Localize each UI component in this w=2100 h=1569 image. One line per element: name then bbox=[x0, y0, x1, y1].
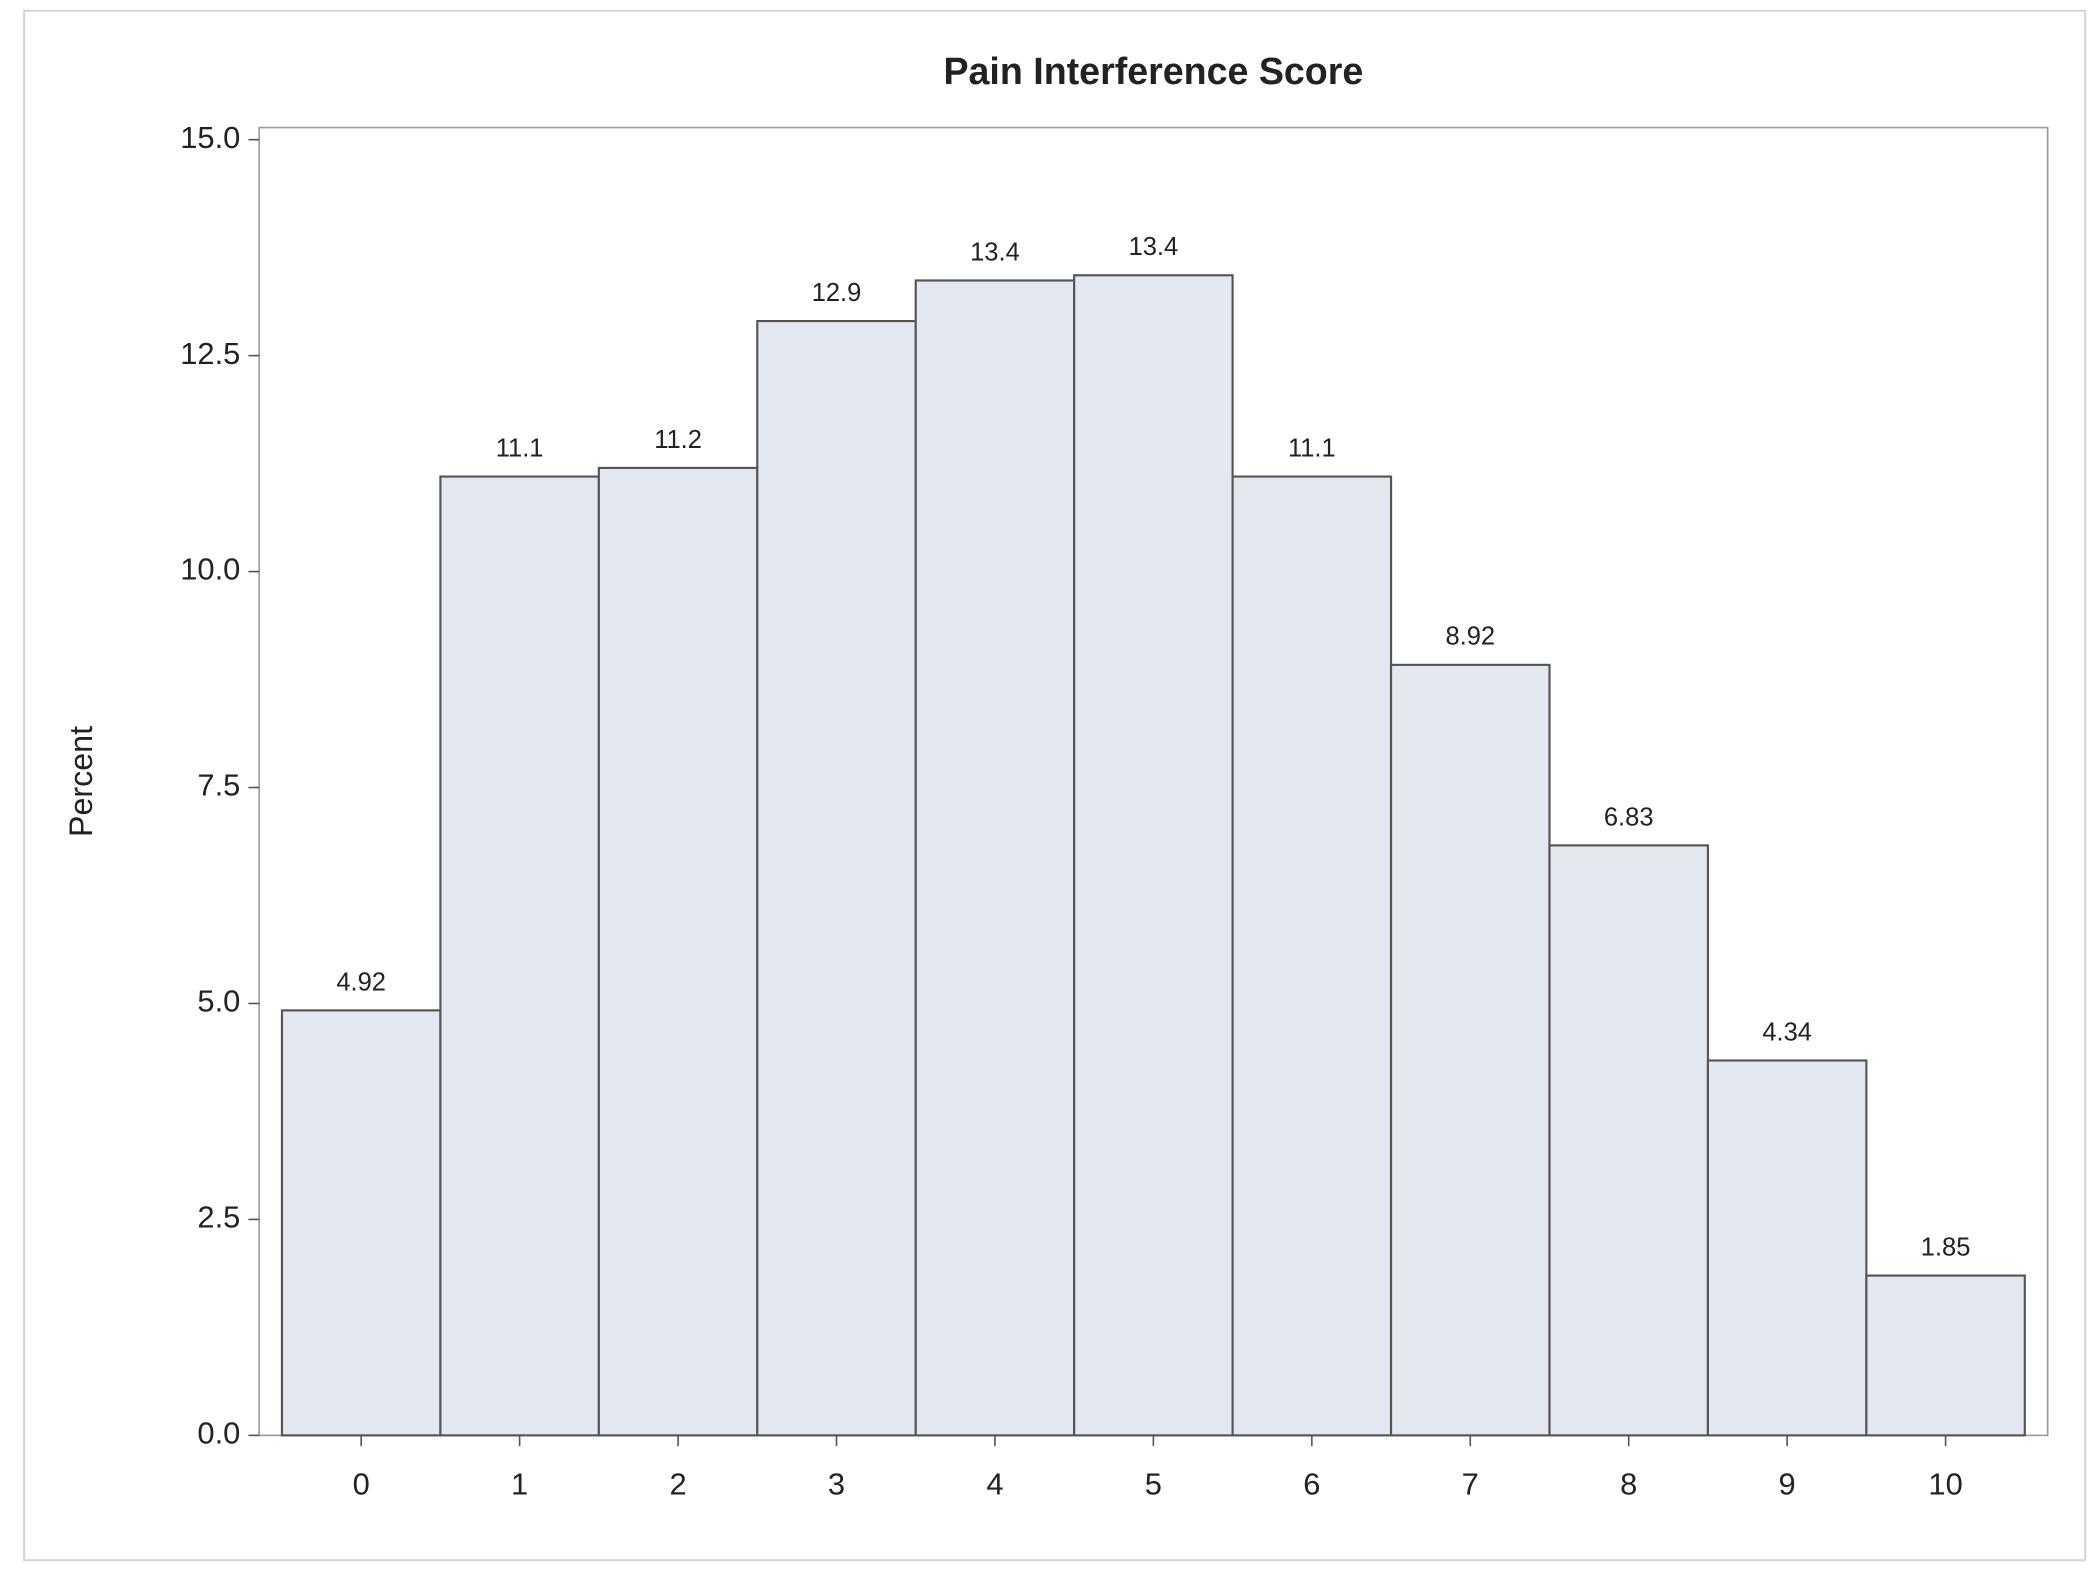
y-tick-label: 10.0 bbox=[180, 552, 240, 587]
value-label: 11.1 bbox=[1288, 434, 1336, 462]
y-tick-label: 0.0 bbox=[197, 1416, 240, 1451]
bar bbox=[597, 466, 759, 1437]
bar bbox=[1865, 1274, 2026, 1437]
value-label: 4.92 bbox=[336, 968, 386, 996]
bar bbox=[756, 319, 917, 1437]
x-tick-label: 2 bbox=[669, 1467, 686, 1502]
value-label: 12.9 bbox=[812, 279, 862, 307]
x-tick-label: 5 bbox=[1145, 1467, 1162, 1502]
chart-title: Pain Interference Score bbox=[943, 50, 1363, 92]
bar bbox=[1231, 475, 1393, 1437]
bar bbox=[1389, 663, 1551, 1437]
value-label: 1.85 bbox=[1921, 1233, 1971, 1261]
y-tick-label: 5.0 bbox=[197, 984, 240, 1019]
y-axis-label: Percent bbox=[63, 726, 99, 837]
y-tick-label: 7.5 bbox=[197, 768, 240, 803]
bar bbox=[1548, 844, 1710, 1437]
bar bbox=[280, 1009, 442, 1437]
value-label: 13.4 bbox=[970, 238, 1020, 266]
y-tick-label: 2.5 bbox=[197, 1200, 240, 1235]
value-label: 6.83 bbox=[1604, 803, 1654, 831]
value-label: 4.34 bbox=[1762, 1018, 1812, 1046]
value-label: 8.92 bbox=[1445, 623, 1495, 651]
bar bbox=[1073, 274, 1234, 1437]
x-tick-label: 7 bbox=[1462, 1467, 1479, 1502]
x-tick-label: 1 bbox=[511, 1467, 528, 1502]
x-tick-label: 0 bbox=[353, 1467, 370, 1502]
bar bbox=[1706, 1059, 1868, 1437]
y-tick-label: 12.5 bbox=[180, 336, 240, 371]
value-label: 11.2 bbox=[654, 426, 702, 454]
y-tick-label: 15.0 bbox=[180, 120, 240, 155]
value-label: 11.1 bbox=[496, 434, 544, 462]
x-tick-label: 10 bbox=[1928, 1467, 1962, 1502]
bar bbox=[439, 475, 600, 1437]
x-tick-label: 6 bbox=[1303, 1467, 1320, 1502]
bar bbox=[914, 279, 1076, 1437]
x-tick-label: 3 bbox=[828, 1467, 845, 1502]
value-label: 13.4 bbox=[1129, 233, 1179, 261]
x-tick-label: 9 bbox=[1779, 1467, 1796, 1502]
x-tick-label: 4 bbox=[986, 1467, 1003, 1502]
x-tick-label: 8 bbox=[1620, 1467, 1637, 1502]
